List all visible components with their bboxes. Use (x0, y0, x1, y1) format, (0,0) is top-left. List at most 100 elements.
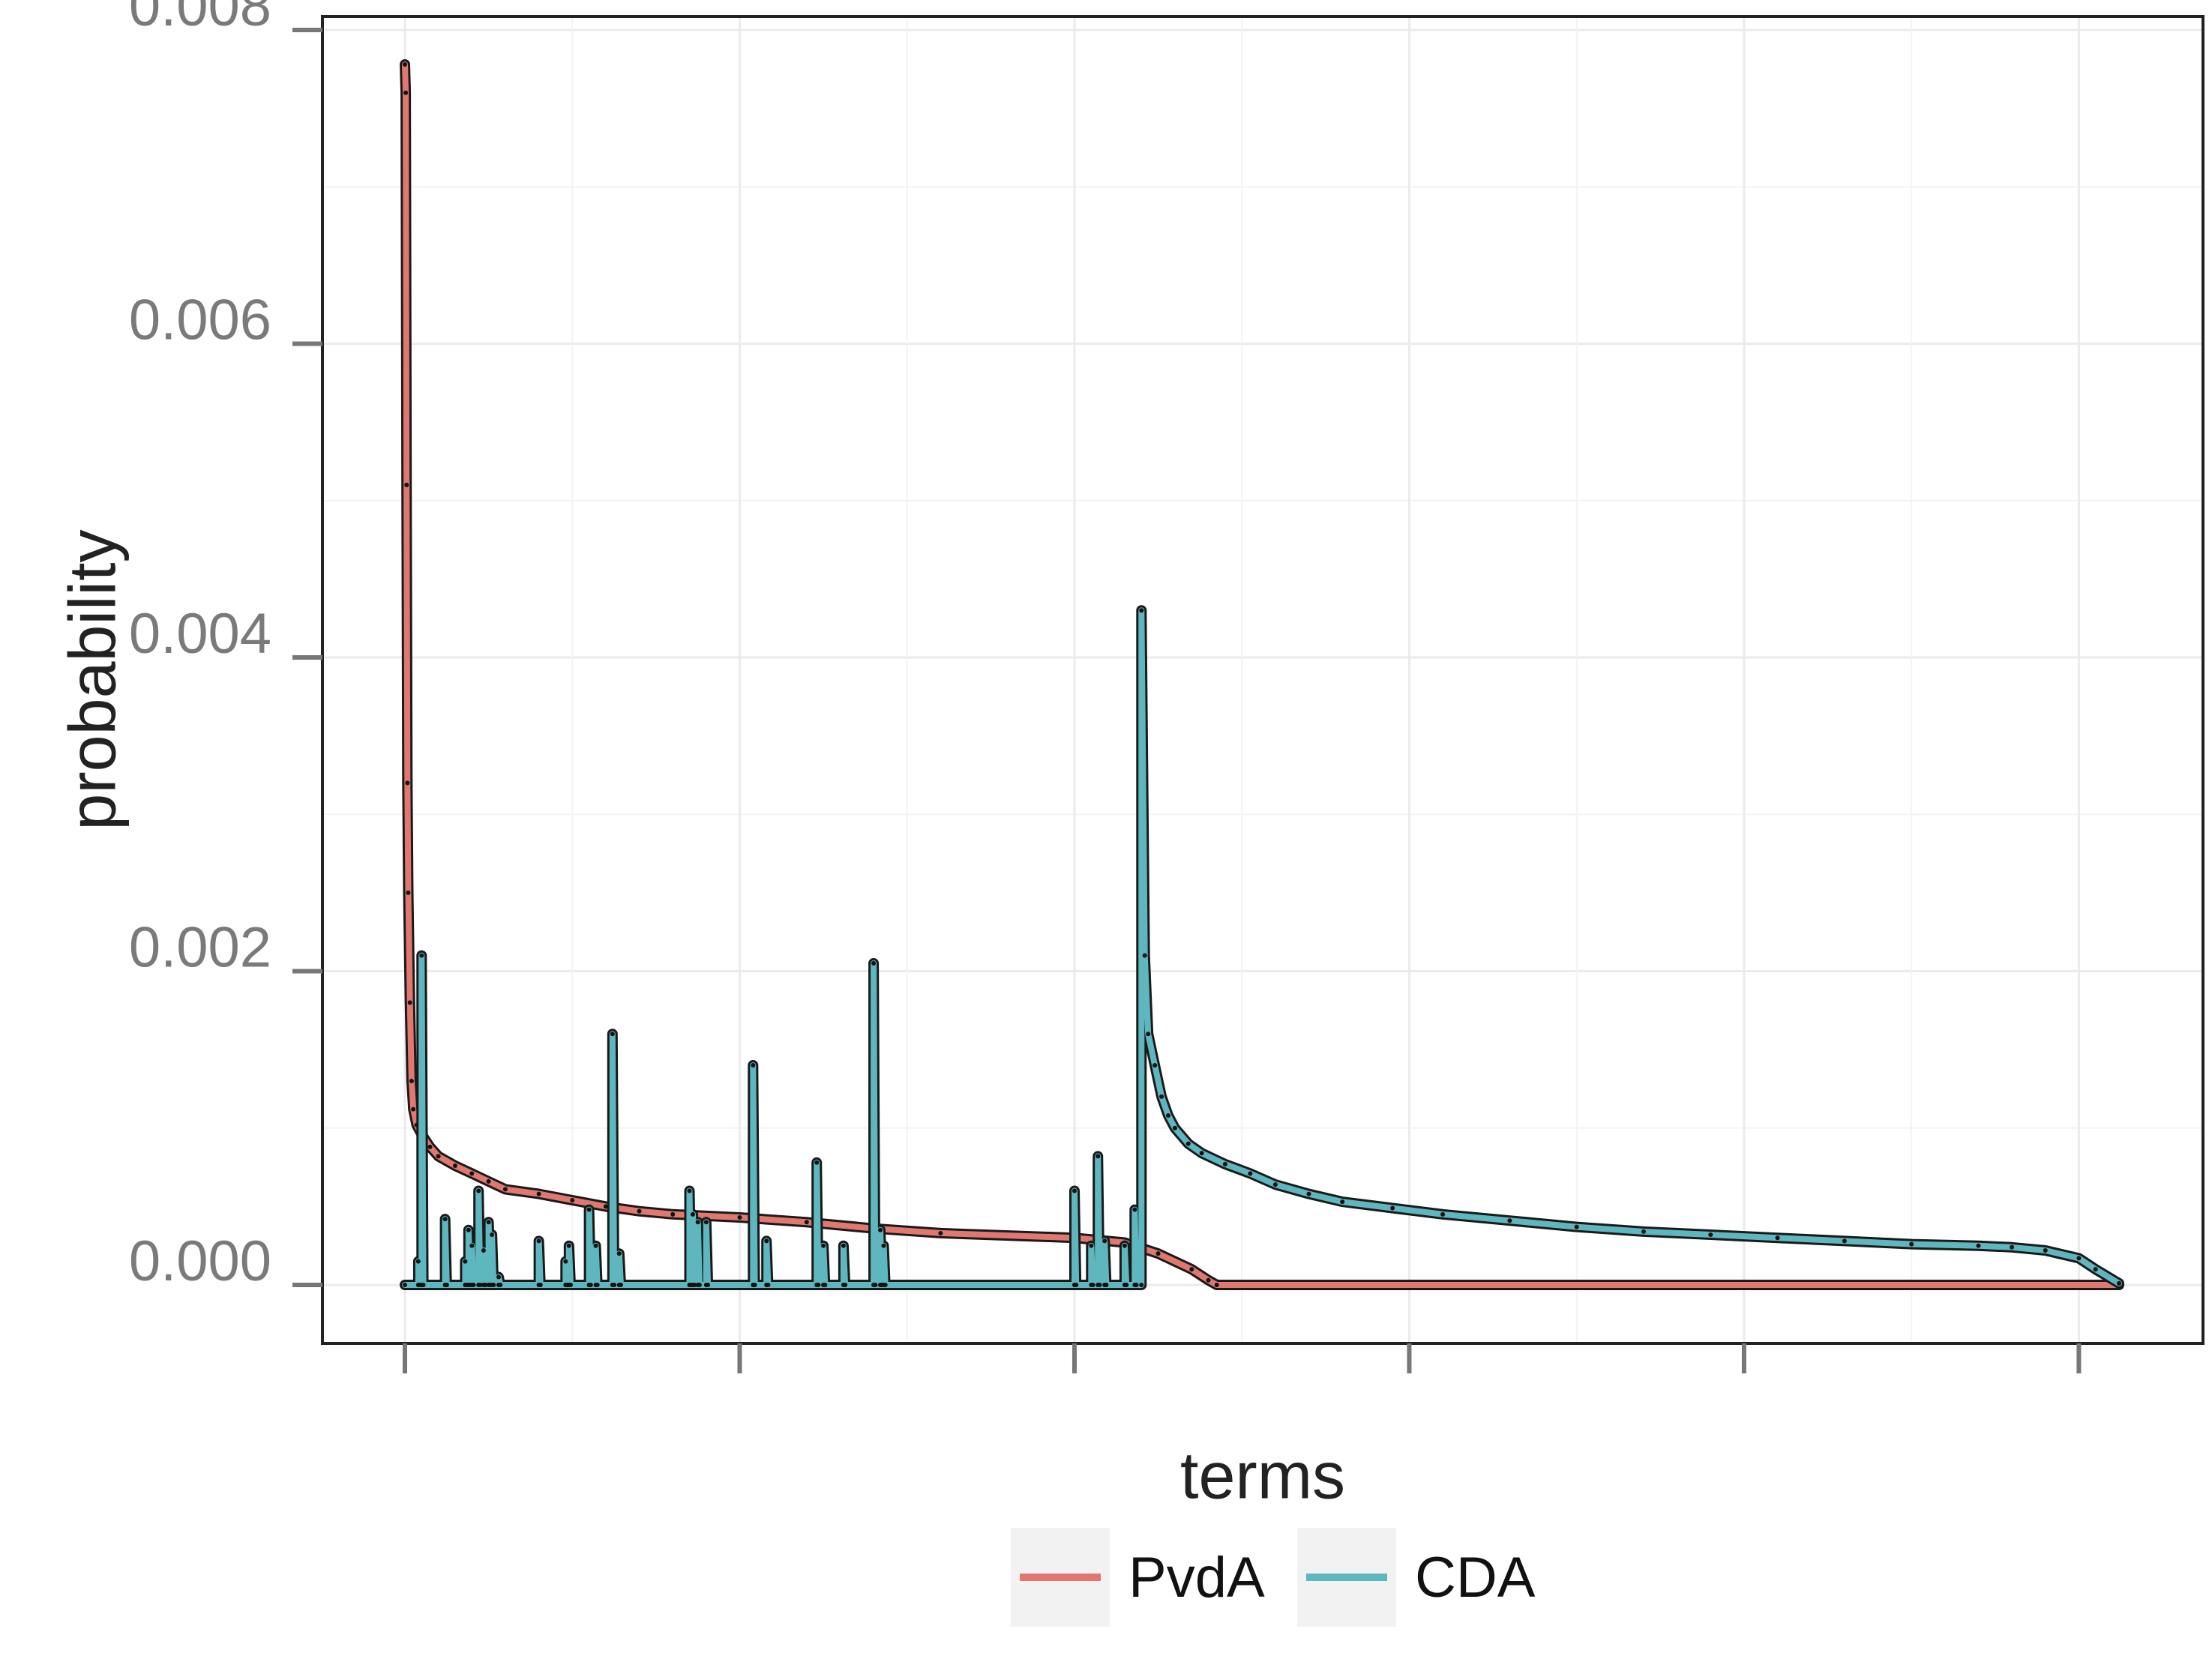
data-point-pvda (411, 1107, 416, 1112)
data-point-cda (1976, 1243, 1981, 1248)
data-point-cda (706, 1283, 711, 1287)
data-point-cda (538, 1283, 543, 1287)
data-point-pvda (603, 1204, 608, 1209)
plot-panel-border (321, 15, 2205, 1345)
data-point-cda (1574, 1224, 1579, 1229)
data-point-cda (483, 1283, 488, 1287)
data-point-pvda (405, 780, 410, 786)
data-point-cda (1272, 1182, 1278, 1187)
y-tick-label: 0.000 (129, 1229, 271, 1293)
data-point-cda (442, 1217, 448, 1222)
data-point-pvda (403, 90, 409, 95)
data-point-pvda (570, 1198, 575, 1203)
data-point-cda (1199, 1151, 1204, 1156)
data-point-cda (1122, 1243, 1127, 1248)
axes: 0.000 0.002 0.004 0.006 0.008 (129, 0, 2082, 1373)
data-point-cda (478, 1283, 483, 1287)
data-point-cda (491, 1283, 496, 1287)
data-point-cda (403, 1283, 407, 1287)
data-point-cda (1248, 1171, 1253, 1176)
plot-panel (322, 16, 2203, 1343)
data-point-cda (1507, 1218, 1512, 1223)
data-point-cda (476, 1188, 481, 1193)
y-tick-label: 0.004 (129, 602, 271, 666)
data-point-cda (415, 1259, 421, 1264)
data-point-pvda (403, 62, 407, 67)
data-point-cda (536, 1238, 541, 1244)
data-point-cda (466, 1227, 471, 1232)
data-point-cda (695, 1220, 700, 1225)
data-point-cda (883, 1283, 888, 1287)
data-point-cda (444, 1283, 449, 1287)
data-point-cda (1132, 1207, 1137, 1212)
data-point-cda (496, 1274, 502, 1280)
data-point-cda (1641, 1229, 1646, 1234)
data-point-cda (2117, 1280, 2121, 1286)
y-tick-label: 0.008 (129, 0, 271, 38)
data-point-pvda (469, 1171, 475, 1176)
data-point-cda (1090, 1283, 1096, 1287)
data-point-cda (766, 1283, 771, 1287)
data-point-cda (1775, 1235, 1780, 1241)
data-point-cda (566, 1243, 571, 1248)
grid-lines (322, 16, 2203, 1343)
data-point-cda (490, 1232, 495, 1238)
data-point-cda (586, 1207, 592, 1212)
data-point-cda (690, 1211, 695, 1217)
data-point-cda (1185, 1141, 1191, 1146)
data-point-pvda (452, 1163, 457, 1168)
data-point-pvda (404, 482, 409, 487)
data-point-cda (843, 1283, 848, 1287)
data-point-cda (2093, 1267, 2098, 1272)
data-point-pvda (486, 1178, 491, 1184)
data-point-cda (618, 1283, 623, 1287)
data-point-cda (1440, 1211, 1446, 1217)
data-point-cda (1102, 1238, 1107, 1244)
data-point-cda (1842, 1238, 1847, 1244)
data-point-pvda (1155, 1251, 1161, 1256)
series-layer (400, 59, 2124, 1290)
data-point-cda (1074, 1283, 1079, 1287)
legend-label-cda: CDA (1415, 1546, 1536, 1610)
data-point-cda (1146, 1032, 1151, 1037)
data-point-cda (1152, 1063, 1158, 1068)
data-point-pvda (407, 1000, 412, 1005)
data-point-cda (1390, 1205, 1395, 1211)
data-point-cda (1909, 1241, 1914, 1247)
data-point-cda (2043, 1247, 2048, 1253)
data-point-cda (612, 1283, 617, 1287)
y-tick-label: 0.002 (129, 916, 271, 980)
data-point-cda (751, 1063, 756, 1068)
data-point-cda (2076, 1256, 2082, 1261)
data-point-cda (1222, 1161, 1227, 1166)
data-point-pvda (502, 1187, 508, 1192)
data-point-cda (616, 1251, 622, 1256)
data-point-cda (1139, 608, 1144, 613)
data-point-pvda (406, 890, 411, 895)
data-point-cda (610, 1032, 615, 1037)
data-point-cda (481, 1247, 486, 1253)
data-point-cda (486, 1220, 491, 1225)
data-point-cda (563, 1259, 568, 1264)
data-point-cda (816, 1283, 821, 1287)
data-point-pvda (1189, 1267, 1194, 1272)
data-point-cda (1124, 1283, 1129, 1287)
y-axis-title: probability (55, 529, 129, 830)
data-point-cda (871, 961, 877, 966)
data-point-cda (873, 1283, 878, 1287)
data-point-cda (881, 1243, 886, 1248)
data-point-cda (1097, 1283, 1102, 1287)
data-point-pvda (1214, 1283, 1219, 1287)
data-point-cda (419, 953, 424, 958)
data-point-cda (703, 1220, 709, 1225)
data-point-cda (1159, 1094, 1164, 1099)
data-point-pvda (436, 1154, 441, 1159)
legend: PvdA CDA (1011, 1528, 1536, 1627)
data-point-pvda (427, 1144, 433, 1149)
data-point-pvda (737, 1215, 742, 1220)
data-point-cda (588, 1283, 593, 1287)
x-axis-title: terms (1180, 1438, 1345, 1512)
data-point-cda (1142, 953, 1147, 958)
data-point-cda (1104, 1283, 1109, 1287)
